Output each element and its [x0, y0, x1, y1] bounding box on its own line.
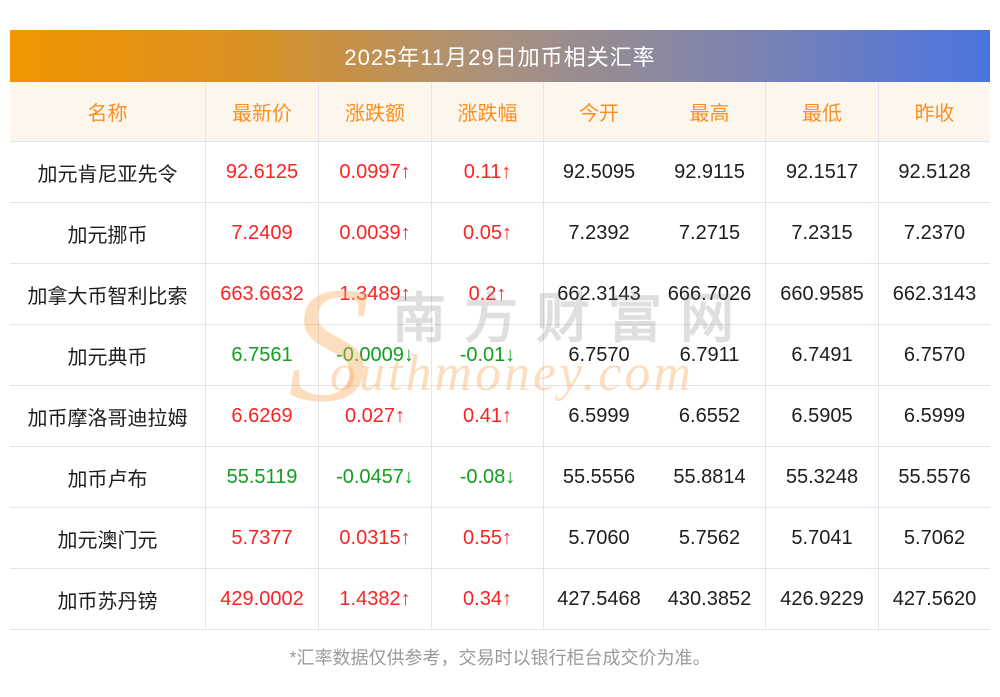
- cell-change-pct: 0.41↑: [431, 386, 543, 446]
- table-body: 加元肯尼亚先令 92.6125 0.0997↑ 0.11↑ 92.5095 92.9115…: [10, 142, 990, 630]
- column-header-change-pct: 涨跌幅: [431, 82, 543, 141]
- page-title: 2025年11月29日加币相关汇率: [344, 45, 656, 70]
- column-header-name: 名称: [87, 103, 128, 125]
- cell-open: 55.5556: [543, 447, 654, 507]
- column-header-latest: 最新价: [205, 82, 318, 141]
- cell-open: 6.7570: [543, 325, 654, 385]
- table-row: 加拿大币智利比索 663.6632 1.3489↑ 0.2↑ 662.3143 666.7…: [10, 264, 990, 325]
- cell-prev-close: 92.5128: [878, 142, 990, 202]
- cell-change: -0.0457↓: [318, 447, 431, 507]
- cell-change-pct: 0.05↑: [431, 203, 543, 263]
- cell-prev-close: 662.3143: [878, 264, 990, 324]
- cell-prev-close: 5.7062: [878, 508, 990, 568]
- cell-name: 加元挪币: [67, 224, 148, 247]
- cell-open: 427.5468: [543, 569, 654, 629]
- cell-high: 92.9115: [674, 160, 745, 183]
- cell-change-pct: 0.2↑: [431, 264, 543, 324]
- cell-latest: 429.0002: [205, 569, 318, 629]
- cell-high: 5.7562: [678, 526, 741, 549]
- cell-latest: 7.2409: [205, 203, 318, 263]
- cell-prev-close: 6.5999: [878, 386, 990, 446]
- cell-low: 6.5905: [765, 386, 878, 446]
- cell-high: 7.2715: [678, 221, 741, 244]
- column-header-open: 今开: [543, 82, 654, 141]
- table-row: 加元挪币 7.2409 0.0039↑ 0.05↑ 7.2392 7.2715 7.2315…: [10, 203, 990, 264]
- cell-high: 6.7911: [679, 343, 740, 366]
- cell-change-pct: -0.01↓: [431, 325, 543, 385]
- cell-name: 加元澳门元: [57, 529, 158, 552]
- cell-low: 6.7491: [765, 325, 878, 385]
- cell-prev-close: 427.5620: [878, 569, 990, 629]
- cell-low: 660.9585: [765, 264, 878, 324]
- column-header-high: 最高: [689, 103, 730, 125]
- cell-name: 加元肯尼亚先令: [37, 163, 178, 186]
- cell-change: 0.027↑: [318, 386, 431, 446]
- table-row: 加元澳门元 5.7377 0.0315↑ 0.55↑ 5.7060 5.7562 5.704…: [10, 508, 990, 569]
- table-row: 加币摩洛哥迪拉姆 6.6269 0.027↑ 0.41↑ 6.5999 6.6552 6.5…: [10, 386, 990, 447]
- cell-change: 0.0039↑: [318, 203, 431, 263]
- cell-high: 6.6552: [678, 404, 741, 427]
- cell-prev-close: 55.5576: [878, 447, 990, 507]
- table-row: 加元典币 6.7561 -0.0009↓ -0.01↓ 6.7570 6.7911 6.74…: [10, 325, 990, 386]
- cell-change: 0.0315↑: [318, 508, 431, 568]
- cell-name: 加币苏丹镑: [57, 590, 158, 613]
- cell-name: 加元典币: [67, 346, 148, 369]
- cell-latest: 6.7561: [205, 325, 318, 385]
- cell-change-pct: 0.11↑: [431, 142, 543, 202]
- cell-high: 430.3852: [667, 587, 752, 610]
- cell-change: -0.0009↓: [318, 325, 431, 385]
- cell-latest: 6.6269: [205, 386, 318, 446]
- cell-low: 7.2315: [765, 203, 878, 263]
- cell-open: 5.7060: [543, 508, 654, 568]
- cell-change-pct: 0.55↑: [431, 508, 543, 568]
- table-row: 加元肯尼亚先令 92.6125 0.0997↑ 0.11↑ 92.5095 92.9115…: [10, 142, 990, 203]
- cell-change: 0.0997↑: [318, 142, 431, 202]
- cell-latest: 92.6125: [205, 142, 318, 202]
- cell-open: 92.5095: [543, 142, 654, 202]
- cell-latest: 5.7377: [205, 508, 318, 568]
- cell-change-pct: 0.34↑: [431, 569, 543, 629]
- cell-low: 426.9229: [765, 569, 878, 629]
- cell-name: 加币卢布: [67, 468, 148, 491]
- cell-open: 662.3143: [543, 264, 654, 324]
- column-header-prev-close: 昨收: [878, 82, 990, 141]
- cell-name: 加拿大币智利比索: [27, 285, 188, 308]
- table-title-bar: 2025年11月29日加币相关汇率: [10, 30, 990, 82]
- cell-change: 1.3489↑: [318, 264, 431, 324]
- column-header-change: 涨跌额: [318, 82, 431, 141]
- disclaimer-note: *汇率数据仅供参考，交易时以银行柜台成交价为准。: [289, 648, 711, 668]
- column-header-low: 最低: [765, 82, 878, 141]
- cell-prev-close: 7.2370: [878, 203, 990, 263]
- cell-change: 1.4382↑: [318, 569, 431, 629]
- cell-latest: 55.5119: [205, 447, 318, 507]
- cell-change-pct: -0.08↓: [431, 447, 543, 507]
- table-row: 加币卢布 55.5119 -0.0457↓ -0.08↓ 55.5556 55.8814 5…: [10, 447, 990, 508]
- cell-latest: 663.6632: [205, 264, 318, 324]
- cell-low: 5.7041: [765, 508, 878, 568]
- table-row: 加币苏丹镑 429.0002 1.4382↑ 0.34↑ 427.5468 430.385…: [10, 569, 990, 630]
- table-header-row: 名称 最新价 涨跌额 涨跌幅 今开 最高 最低 昨收: [10, 82, 990, 142]
- cell-high: 666.7026: [667, 282, 752, 305]
- cell-open: 7.2392: [543, 203, 654, 263]
- cell-name: 加币摩洛哥迪拉姆: [27, 407, 188, 430]
- cell-prev-close: 6.7570: [878, 325, 990, 385]
- cell-high: 55.8814: [673, 465, 746, 488]
- cell-low: 55.3248: [765, 447, 878, 507]
- content-area: 2025年11月29日加币相关汇率 名称 最新价 涨跌额 涨跌幅 今开 最高 最…: [10, 30, 990, 670]
- cell-open: 6.5999: [543, 386, 654, 446]
- cell-low: 92.1517: [765, 142, 878, 202]
